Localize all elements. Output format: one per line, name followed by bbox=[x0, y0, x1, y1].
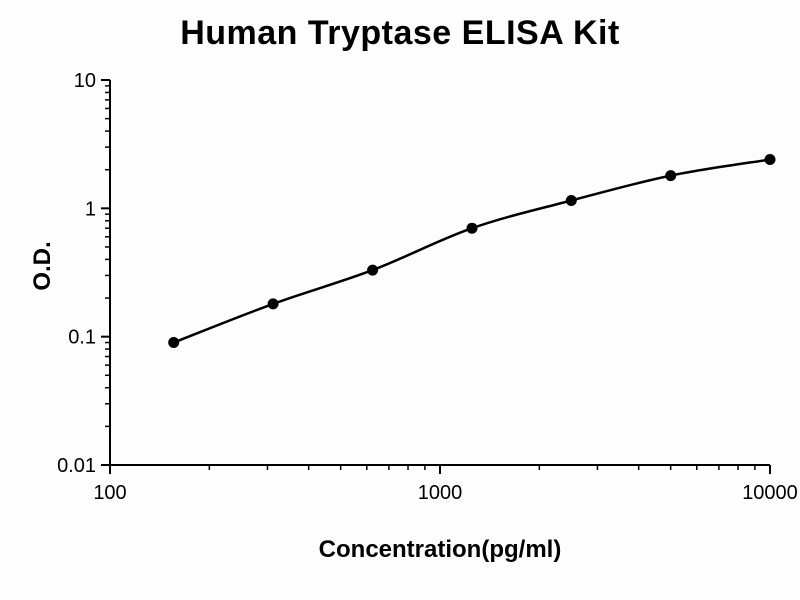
data-point-marker bbox=[665, 170, 677, 182]
x-axis-label: Concentration(pg/ml) bbox=[318, 536, 562, 563]
data-point-marker bbox=[466, 222, 478, 234]
data-point-marker bbox=[267, 298, 279, 310]
data-point-marker bbox=[367, 264, 379, 276]
y-tick-label: 0.01 bbox=[57, 455, 96, 477]
data-point-marker bbox=[168, 337, 180, 348]
standard-curve-line bbox=[173, 158, 771, 344]
x-tick-label: 10000 bbox=[742, 482, 798, 504]
y-tick-label: 10 bbox=[74, 70, 96, 92]
data-point-marker bbox=[565, 195, 577, 206]
x-tick-label: 1000 bbox=[418, 482, 463, 504]
y-tick-label: 0.1 bbox=[68, 327, 96, 349]
data-point-marker bbox=[764, 154, 776, 165]
x-tick-label: 100 bbox=[93, 482, 126, 504]
y-tick-label: 1 bbox=[85, 198, 96, 220]
chart-title: Human Tryptase ELISA Kit bbox=[180, 14, 620, 52]
